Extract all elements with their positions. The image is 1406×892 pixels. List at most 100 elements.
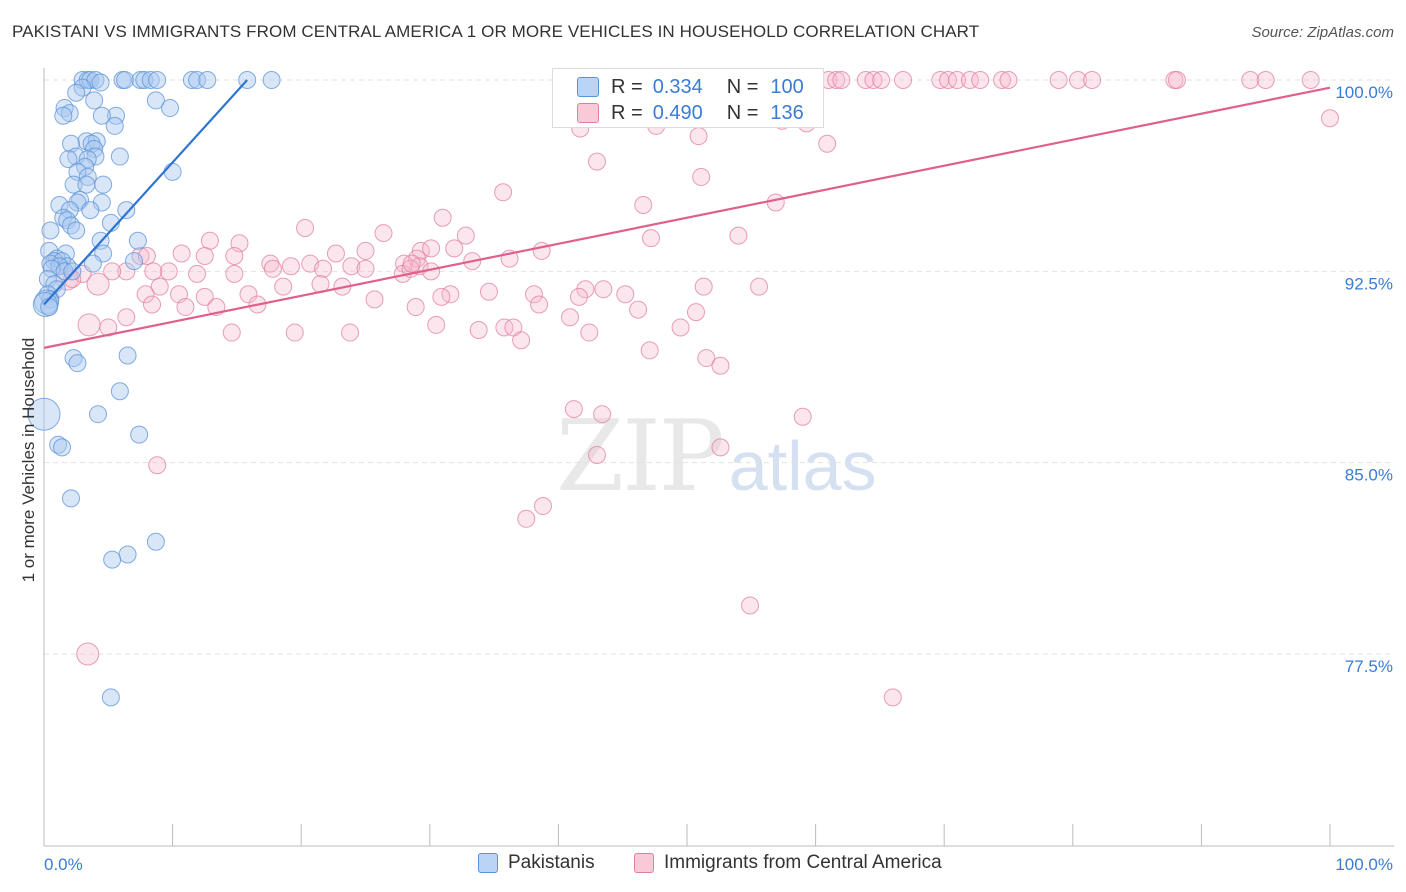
pakistani-point [101, 688, 120, 707]
pakistani-point [89, 405, 108, 424]
trend-lines [43, 79, 1331, 349]
chart-title: PAKISTANI VS IMMIGRANTS FROM CENTRAL AME… [12, 22, 980, 41]
pakistani-point [135, 71, 154, 89]
central-america-point [766, 193, 785, 212]
central-america-point [864, 71, 883, 89]
central-america-point [200, 231, 219, 250]
central-america-point [150, 277, 169, 296]
central-america-point [314, 259, 333, 278]
watermark: ZIPatlas [556, 400, 877, 514]
central-america-point [671, 318, 690, 337]
central-america-point [960, 71, 979, 89]
central-america-point [883, 688, 902, 707]
pakistani-point [117, 201, 136, 220]
pakistani-point [118, 346, 137, 365]
central-america-point [564, 400, 583, 419]
central-america-point [263, 259, 282, 278]
pakistani-point [262, 71, 281, 89]
pakistani-point [77, 132, 96, 151]
central-america-point [993, 71, 1012, 89]
central-america-point [1167, 71, 1186, 89]
central-america-point [225, 264, 244, 283]
central-america-point [143, 295, 162, 314]
central-america-point [872, 71, 891, 89]
central-america-point [634, 196, 653, 215]
central-america-point [136, 285, 155, 304]
pakistani-point [198, 71, 217, 89]
legend-swatch-blue [577, 77, 599, 97]
central-america-point [530, 295, 549, 314]
pakistani-point [161, 99, 180, 118]
central-america-point [948, 71, 967, 89]
pakistani-point [58, 257, 77, 276]
legend-item-pakistanis: Pakistanis [478, 852, 595, 874]
source-credit: Source: ZipAtlas.com [1251, 24, 1394, 41]
legend-r-value: 0.334 [652, 75, 703, 98]
legend-label-central-america: Immigrants from Central America [664, 852, 942, 873]
pakistani-trend-line [43, 79, 249, 306]
pakistani-point [110, 147, 129, 166]
pakistani-point [118, 545, 137, 564]
pakistani-point [141, 71, 160, 89]
central-america-point [117, 262, 136, 281]
pakistani-point [55, 99, 74, 118]
central-america-point [1256, 71, 1275, 89]
pakistani-point [146, 91, 165, 110]
pakistani-point [94, 175, 113, 194]
central-america-point [356, 241, 375, 260]
central-america-point [689, 127, 708, 146]
central-america-point [587, 446, 606, 465]
y-tick-label: 77.5% [1345, 657, 1393, 676]
central-america-point [296, 218, 315, 237]
pakistani-point [85, 139, 104, 158]
y-tick-label: 92.5% [1345, 274, 1393, 293]
pakistani-point [92, 106, 111, 125]
central-america-trend-line [43, 86, 1331, 349]
legend-n-value: 100 [770, 75, 804, 98]
central-america-point [1049, 71, 1068, 89]
central-america-point [1241, 71, 1260, 89]
central-america-point [225, 247, 244, 266]
central-america-point [76, 642, 100, 666]
central-america-point [406, 298, 425, 317]
central-america-point [524, 285, 543, 304]
central-america-point [274, 277, 293, 296]
x-tick-label: 100.0% [1335, 855, 1393, 874]
central-america-point [433, 208, 452, 227]
central-america-point [827, 71, 846, 89]
central-america-point [469, 321, 488, 340]
central-america-point [971, 71, 990, 89]
central-america-point [176, 298, 195, 317]
y-tick-label: 85.0% [1345, 466, 1393, 485]
central-america-point [341, 323, 360, 342]
central-america-point [560, 308, 579, 327]
central-america-point [222, 323, 241, 342]
legend-swatch-pink [577, 103, 599, 123]
axis-layer [43, 68, 1394, 847]
pakistani-point [62, 489, 81, 508]
pakistani-point [163, 162, 182, 181]
central-america-point [374, 224, 393, 243]
central-america-point [711, 356, 730, 375]
pakistani-point [62, 216, 81, 235]
central-america-point [616, 285, 635, 304]
correlation-legend: R = 0.334 N = 100 R = 0.490 N = 136 [552, 68, 824, 128]
pakistani-point [27, 397, 61, 431]
central-america-point [629, 300, 648, 319]
central-america-point [365, 290, 384, 309]
central-america-point [939, 71, 958, 89]
central-america-point [86, 272, 110, 296]
central-america-point [750, 277, 769, 296]
series-immigrants-central-america [55, 71, 1339, 707]
pakistani-point [110, 382, 129, 401]
central-america-point [281, 257, 300, 276]
central-america-point [77, 313, 101, 337]
pakistani-point [188, 71, 207, 89]
legend-r-label: R = [611, 75, 643, 98]
central-america-point [342, 257, 361, 276]
pakistani-point [130, 425, 149, 444]
legend-swatch-central-america [634, 853, 654, 873]
pakistani-point [40, 298, 59, 317]
y-tick-label: 100.0% [1335, 83, 1393, 102]
pakistani-point [77, 175, 96, 194]
